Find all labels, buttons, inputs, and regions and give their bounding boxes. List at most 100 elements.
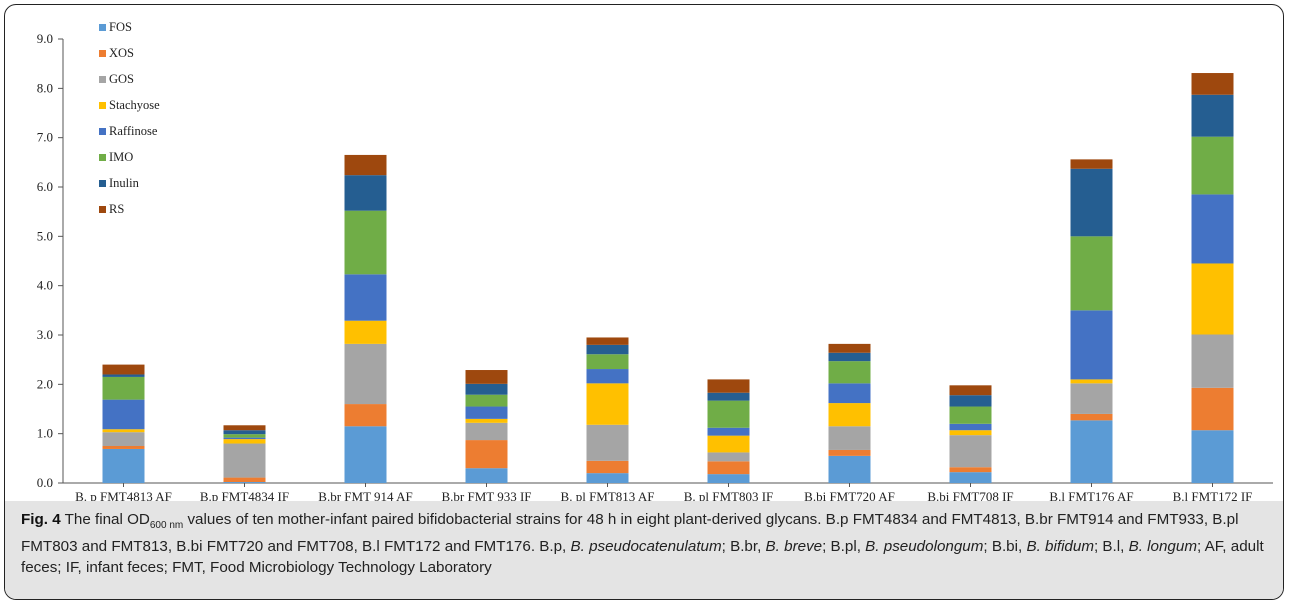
bar-segment	[949, 395, 992, 407]
legend-label: RS	[109, 202, 124, 216]
legend-label: Inulin	[109, 176, 140, 190]
bar-segment	[949, 430, 992, 436]
bar-segment	[586, 369, 629, 384]
caption-species-1: B. pseudocatenulatum	[570, 538, 722, 556]
caption-text-3: ; B.pl,	[822, 538, 866, 556]
legend-swatch	[99, 50, 106, 57]
bar-segment	[949, 435, 992, 468]
y-tick-label: 4.0	[37, 278, 53, 293]
legend-swatch	[99, 102, 106, 109]
y-tick-label: 5.0	[37, 228, 53, 243]
caption-species-4: B. bifidum	[1026, 538, 1094, 556]
legend-swatch	[99, 154, 106, 161]
caption-band	[5, 501, 1283, 599]
bar-segment	[344, 404, 387, 427]
bar-segment	[1070, 310, 1113, 380]
bar-segment	[828, 449, 871, 456]
figure-caption: Fig. 4 The final OD600 nm values of ten …	[21, 509, 1277, 578]
bar-segment	[223, 439, 266, 444]
legend-label: IMO	[109, 150, 133, 164]
legend-swatch	[99, 76, 106, 83]
bar-segment	[828, 426, 871, 450]
bar-segment	[707, 400, 750, 428]
legend-label: Raffinose	[109, 124, 158, 138]
y-tick-label: 7.0	[37, 130, 53, 145]
bar-segment	[344, 320, 387, 344]
caption-subscript: 600 nm	[149, 520, 184, 532]
y-tick-label: 1.0	[37, 426, 53, 441]
bar-segment	[465, 418, 508, 423]
bar-segment	[949, 467, 992, 473]
bar-segment	[828, 403, 871, 427]
x-tick-label: B.bi FMT708 IF	[927, 489, 1013, 504]
legend-swatch	[99, 180, 106, 187]
x-tick-label: B.bi FMT720 AF	[804, 489, 895, 504]
bar-segment	[465, 422, 508, 441]
bar-segment	[223, 482, 266, 483]
bar-segment	[1070, 413, 1113, 421]
bar-segment	[1191, 430, 1234, 483]
bar-segment	[465, 440, 508, 469]
legend-label: GOS	[109, 72, 134, 86]
legend-label: FOS	[109, 20, 132, 34]
x-tick-label: B.l FMT176 AF	[1049, 489, 1133, 504]
bar-segment	[1191, 334, 1234, 388]
y-tick-label: 8.0	[37, 80, 53, 95]
bar-segment	[707, 379, 750, 393]
caption-label: Fig. 4	[21, 511, 61, 528]
x-tick-label: B. pl FMT803 IF	[684, 489, 774, 504]
bar-segment	[707, 452, 750, 462]
bar-segment	[828, 343, 871, 353]
bar-segment	[102, 374, 145, 377]
bar-segment	[949, 423, 992, 431]
legend-label: Stachyose	[109, 98, 160, 112]
x-tick-label: B.br FMT 914 AF	[318, 489, 412, 504]
bar-segment	[344, 175, 387, 211]
legend-swatch	[99, 206, 106, 213]
bar-segment	[344, 426, 387, 483]
stacked-bar-chart: 0.0 1.0 2.0 3.0 4.0 5.0 6.0 7.0 8.0 9.0 B. p FMT48…	[37, 20, 1273, 504]
bar-segment	[465, 468, 508, 483]
caption-text-6: ; AF, adult feces; IF, infant feces; FMT…	[21, 538, 1264, 577]
x-tick-label: B. p FMT4813 AF	[75, 489, 172, 504]
bar-segment	[707, 435, 750, 453]
bar-segment	[223, 477, 266, 483]
bar-segment	[707, 474, 750, 483]
bar-segment	[1070, 236, 1113, 311]
bar-segment	[1070, 168, 1113, 237]
bar-segment	[1191, 263, 1234, 335]
bar-segment	[586, 337, 629, 345]
y-tick-label: 3.0	[37, 327, 53, 342]
caption-text-5: ; B.l,	[1093, 538, 1129, 556]
x-tick-label: B. pl FMT813 AF	[561, 489, 655, 504]
caption-pre: The final OD	[60, 511, 150, 528]
caption-text-1: values of ten mother-infant paired bifid…	[21, 511, 1239, 556]
bar-segment	[586, 473, 629, 483]
bar-segment	[223, 437, 266, 440]
bar-segment	[586, 424, 629, 461]
y-tick-label: 9.0	[37, 31, 53, 46]
x-tick-label: B.br FMT 933 IF	[441, 489, 531, 504]
bar-segment	[949, 472, 992, 483]
bar-segment	[1191, 387, 1234, 431]
bar-segment	[1070, 383, 1113, 414]
bar-segment	[1191, 73, 1234, 95]
legend-swatch	[99, 128, 106, 135]
bar-segment	[465, 406, 508, 419]
y-tick-label: 2.0	[37, 376, 53, 391]
x-tick-label: B.p FMT4834 IF	[200, 489, 289, 504]
bar-segment	[586, 354, 629, 370]
bar-segment	[465, 394, 508, 407]
bar-segment	[344, 343, 387, 405]
bar-segment	[223, 434, 266, 438]
bar-segment	[344, 274, 387, 321]
bar-segment	[223, 443, 266, 478]
caption-text-4: ; B.bi,	[983, 538, 1027, 556]
bar-segment	[828, 455, 871, 483]
bar-segment	[102, 429, 145, 433]
bar-segment	[586, 460, 629, 474]
legend-label: XOS	[109, 46, 134, 60]
caption-species-3: B. pseudolongum	[865, 538, 984, 556]
bar-segment	[223, 430, 266, 435]
bar-segment	[1070, 159, 1113, 169]
